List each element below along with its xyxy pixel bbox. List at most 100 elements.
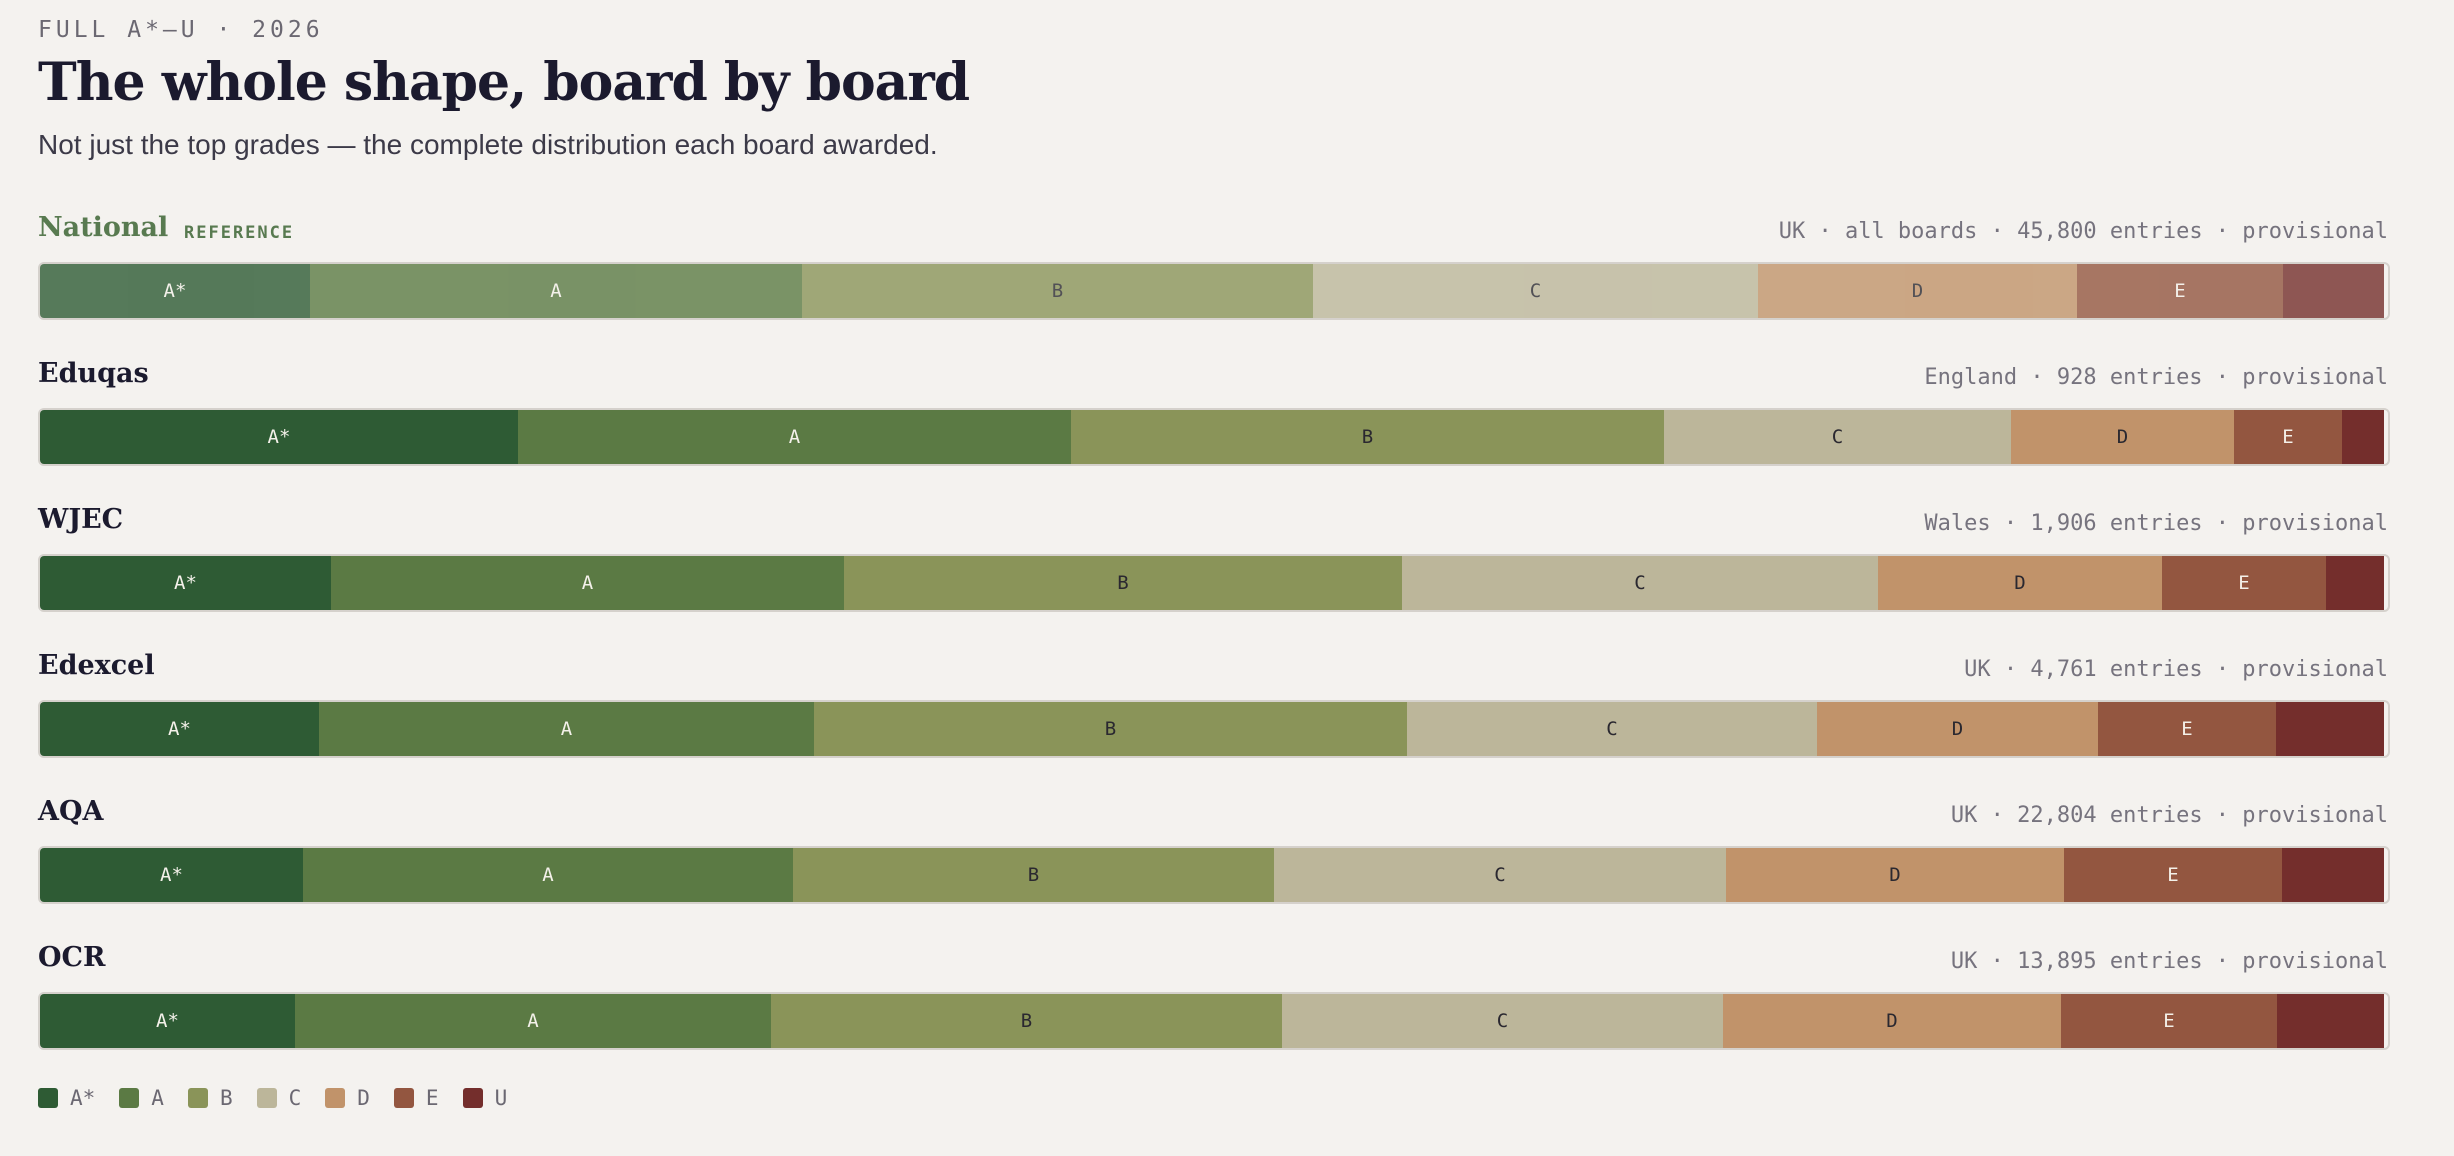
legend-item-a: A — [119, 1086, 164, 1110]
segment-d[interactable]: D — [1817, 702, 2098, 756]
kicker: FULL A*–U · 2026 — [38, 17, 324, 43]
segment-u[interactable] — [2326, 556, 2384, 610]
segment-label: A* — [168, 718, 191, 740]
board-name: Eduqas — [38, 358, 149, 389]
segment-label: A — [527, 1010, 539, 1032]
segment-d[interactable]: D — [2011, 410, 2234, 464]
segment-b[interactable]: B — [1071, 410, 1664, 464]
legend-label: A — [151, 1086, 164, 1110]
board-name: OCR — [38, 942, 106, 973]
segment-c[interactable]: C — [1282, 994, 1723, 1048]
legend-label: B — [219, 1086, 233, 1110]
segment-e[interactable]: E — [2064, 848, 2282, 902]
segment-label: A — [550, 280, 562, 302]
segment-label: D — [2014, 572, 2026, 594]
segment-label: A* — [160, 864, 183, 886]
board-meta: UK · all boards · 45,800 entries · provi… — [1778, 219, 2388, 244]
segment-label: C — [1496, 1010, 1509, 1032]
segment-label: E — [2282, 426, 2294, 448]
board-row-edexcel: Edexcel UK · 4,761 entries · provisional A… — [38, 648, 2390, 758]
segment-u[interactable] — [2283, 264, 2384, 318]
board-meta: UK · 22,804 entries · provisional — [1950, 803, 2388, 828]
segment-b[interactable]: B — [802, 264, 1313, 318]
segment-a-star[interactable]: A* — [40, 994, 295, 1048]
legend-swatch — [38, 1088, 58, 1108]
board-meta: England · 928 entries · provisional — [1924, 365, 2388, 390]
segment-d[interactable]: D — [1723, 994, 2061, 1048]
segment-b[interactable]: B — [814, 702, 1407, 756]
segment-label: B — [1104, 718, 1117, 740]
segment-d[interactable]: D — [1726, 848, 2064, 902]
board-meta: Wales · 1,906 entries · provisional — [1924, 511, 2388, 536]
segment-label: B — [1117, 572, 1129, 594]
legend: A* A B C D E U — [38, 1086, 531, 1110]
segment-e[interactable]: E — [2098, 702, 2276, 756]
page-title: The whole shape, board by board — [38, 52, 970, 113]
board-row-header: National REFERENCE UK · all boards · 45,80… — [38, 210, 2388, 250]
segment-label: D — [1911, 280, 1924, 302]
segment-label: A — [542, 864, 554, 886]
board-row-ocr: OCR UK · 13,895 entries · provisional A* A B… — [38, 940, 2390, 1050]
segment-u[interactable] — [2342, 410, 2384, 464]
segment-u[interactable] — [2276, 702, 2384, 756]
segment-e[interactable]: E — [2077, 264, 2283, 318]
segment-b[interactable]: B — [771, 994, 1282, 1048]
segment-label: D — [1951, 718, 1964, 740]
segment-label: A* — [174, 572, 197, 594]
segment-c[interactable]: C — [1664, 410, 2011, 464]
segment-e[interactable]: E — [2234, 410, 2342, 464]
legend-swatch — [462, 1088, 483, 1108]
segment-label: E — [2163, 1010, 2175, 1032]
segment-a[interactable]: A — [319, 702, 814, 756]
segment-label: E — [2181, 718, 2193, 740]
segment-a[interactable]: A — [518, 410, 1071, 464]
segment-e[interactable]: E — [2061, 994, 2277, 1048]
segment-label: C — [1494, 864, 1506, 886]
board-name: Edexcel — [38, 650, 155, 681]
segment-a-star[interactable]: A* — [40, 264, 310, 318]
legend-label: C — [288, 1086, 302, 1110]
distribution-bar: A* A B C D E — [38, 408, 2390, 466]
segment-c[interactable]: C — [1313, 264, 1758, 318]
segment-e[interactable]: E — [2162, 556, 2326, 610]
segment-label: A — [788, 426, 801, 448]
board-row-eduqas: Eduqas England · 928 entries · provisiona… — [38, 356, 2390, 466]
segment-a[interactable]: A — [295, 994, 771, 1048]
segment-label: A* — [267, 426, 291, 448]
legend-item-a-star: A* — [38, 1086, 95, 1110]
board-row-header: Edexcel UK · 4,761 entries · provisional — [38, 648, 2388, 688]
segment-a-star[interactable]: A* — [40, 702, 319, 756]
segment-label: B — [1051, 280, 1064, 302]
legend-label: E — [425, 1086, 439, 1110]
segment-label: D — [2116, 426, 2129, 448]
segment-d[interactable]: D — [1758, 264, 2077, 318]
segment-b[interactable]: B — [793, 848, 1274, 902]
segment-a[interactable]: A — [303, 848, 793, 902]
segment-label: A — [581, 572, 594, 594]
segment-a-star[interactable]: A* — [40, 556, 331, 610]
segment-b[interactable]: B — [844, 556, 1402, 610]
segment-c[interactable]: C — [1274, 848, 1726, 902]
segment-label: E — [2174, 280, 2186, 302]
legend-item-c: C — [256, 1086, 302, 1110]
segment-label: D — [1886, 1010, 1898, 1032]
distribution-bar: A* A B C D E — [38, 554, 2390, 612]
legend-item-d: D — [325, 1086, 370, 1110]
segment-u[interactable] — [2282, 848, 2384, 902]
segment-label: A* — [156, 1010, 179, 1032]
segment-c[interactable]: C — [1407, 702, 1817, 756]
segment-label: E — [2167, 864, 2179, 886]
segment-u[interactable] — [2277, 994, 2384, 1048]
segment-d[interactable]: D — [1878, 556, 2162, 610]
legend-label: A* — [70, 1086, 96, 1110]
segment-c[interactable]: C — [1402, 556, 1878, 610]
distribution-bar: A* A B C D E — [38, 846, 2390, 904]
board-row-header: Eduqas England · 928 entries · provisiona… — [38, 356, 2388, 396]
board-name: WJEC — [38, 504, 124, 535]
segment-label: C — [1606, 718, 1618, 740]
segment-a[interactable]: A — [310, 264, 802, 318]
segment-a-star[interactable]: A* — [40, 410, 518, 464]
segment-a[interactable]: A — [331, 556, 844, 610]
segment-a-star[interactable]: A* — [40, 848, 303, 902]
segment-label: B — [1020, 1010, 1033, 1032]
